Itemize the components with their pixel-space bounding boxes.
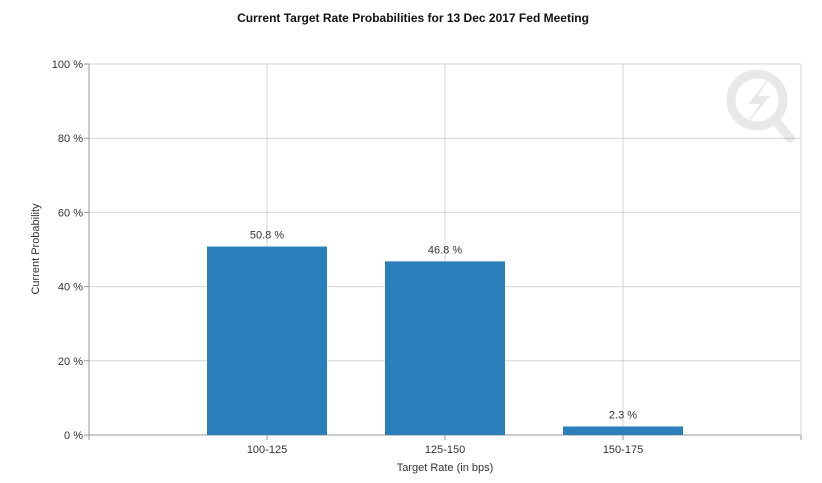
- chart-title: Current Target Rate Probabilities for 13…: [237, 11, 589, 25]
- bar: [207, 246, 327, 435]
- bar-value-label: 2.3 %: [609, 409, 637, 421]
- y-tick-label: 20 %: [58, 356, 83, 368]
- bar: [563, 426, 683, 435]
- bar: [385, 261, 505, 435]
- y-tick-label: 60 %: [58, 207, 83, 219]
- x-tick-label: 100-125: [247, 444, 287, 456]
- watermark-logo-icon: [726, 69, 795, 143]
- x-tick-label: 150-175: [603, 444, 643, 456]
- data-labels: 50.8 % 46.8 % 2.3 %: [250, 230, 637, 422]
- x-axis-label: Target Rate (in bps): [397, 462, 494, 474]
- bar-value-label: 50.8 %: [250, 230, 284, 242]
- y-tick-label: 40 %: [58, 282, 83, 294]
- y-tick-label: 0 %: [64, 430, 83, 442]
- x-tick-labels: 100-125 125-150 150-175: [247, 444, 643, 456]
- y-tick-label: 80 %: [58, 133, 83, 145]
- y-tick-label: 100 %: [52, 59, 83, 71]
- y-tick-labels: 0 % 20 % 40 % 60 % 80 % 100 %: [52, 59, 83, 442]
- bar-value-label: 46.8 %: [428, 244, 462, 256]
- x-tick-label: 125-150: [425, 444, 465, 456]
- bars: [207, 246, 683, 435]
- y-axis-label: Current Probability: [30, 203, 42, 295]
